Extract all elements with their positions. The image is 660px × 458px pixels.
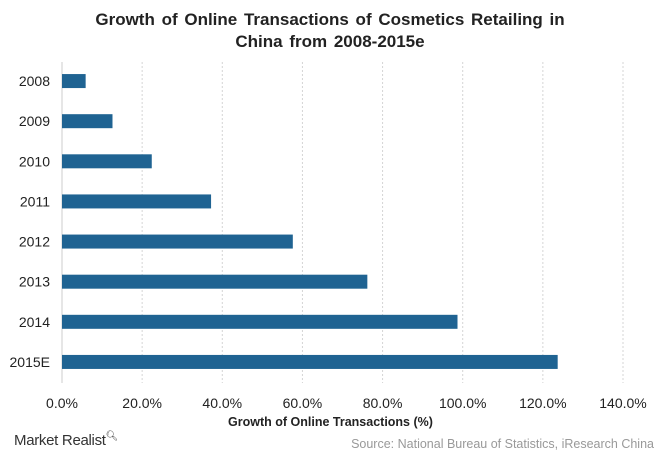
x-tick-label: 0.0% xyxy=(46,395,78,411)
y-tick-label: 2010 xyxy=(19,153,50,169)
y-tick-label: 2011 xyxy=(20,193,50,209)
x-tick-label: 80.0% xyxy=(363,395,403,411)
bar xyxy=(62,114,113,129)
y-tick-label: 2015E xyxy=(10,354,50,370)
x-tick-label: 40.0% xyxy=(202,395,242,411)
y-tick-label: 2008 xyxy=(19,73,50,89)
x-tick-label: 20.0% xyxy=(122,395,162,411)
chart-title-line-1: Growth of Online Transactions of Cosmeti… xyxy=(95,10,565,29)
x-tick-label: 140.0% xyxy=(599,395,646,411)
bar xyxy=(62,194,212,209)
magnifier-icon: 🔍︎ xyxy=(105,431,119,442)
x-axis-label: Growth of Online Transactions (%) xyxy=(228,415,433,429)
bar xyxy=(62,354,558,369)
bar xyxy=(62,234,293,249)
y-tick-label: 2014 xyxy=(19,314,50,330)
y-tick-label: 2009 xyxy=(19,113,50,129)
bar xyxy=(62,314,458,329)
source-note: Source: National Bureau of Statistics, i… xyxy=(351,437,654,451)
bar xyxy=(62,274,368,289)
y-tick-label: 2012 xyxy=(19,234,50,250)
bar xyxy=(62,154,152,169)
x-tick-label: 60.0% xyxy=(283,395,323,411)
chart-title: Growth of Online Transactions of Cosmeti… xyxy=(0,9,660,53)
bar xyxy=(62,74,86,89)
x-tick-label: 100.0% xyxy=(439,395,486,411)
y-tick-label: 2013 xyxy=(19,274,50,290)
chart-title-line-2: China from 2008-2015e xyxy=(235,32,425,51)
x-tick-label: 120.0% xyxy=(519,395,566,411)
market-realist-logo: Market Realist🔍︎ xyxy=(14,431,119,449)
